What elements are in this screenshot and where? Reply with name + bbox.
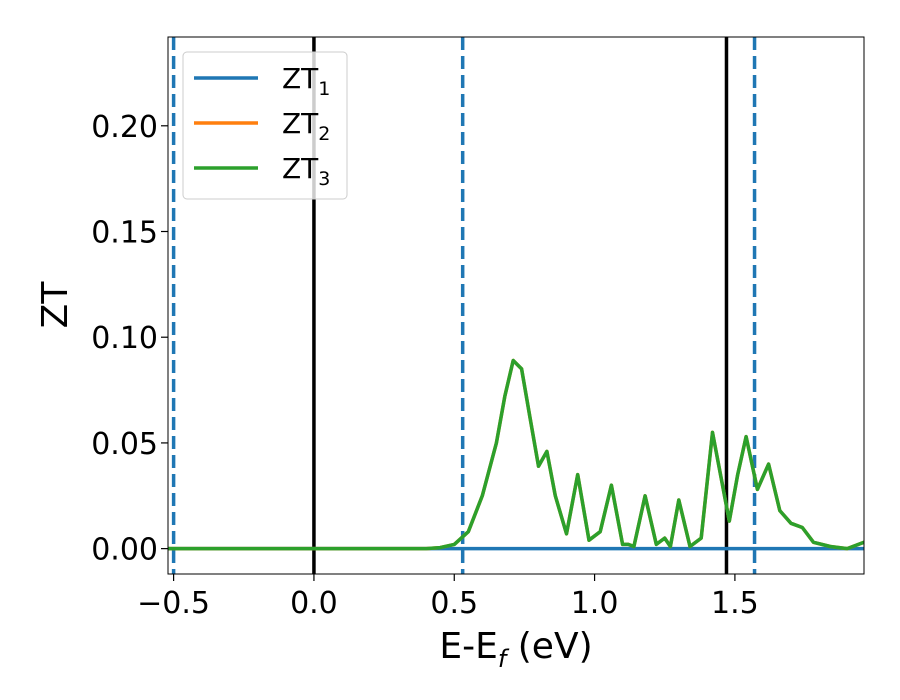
legend-box: [182, 51, 348, 200]
legend-label-3: ZT3: [282, 152, 330, 190]
legend-label-2: ZT2: [282, 107, 330, 145]
x-tick-label: 0.0: [290, 586, 338, 621]
series-line-3: [168, 358, 864, 551]
plot-frame: [167, 36, 865, 575]
y-tick-label: 0.10: [91, 321, 158, 356]
y-tick-label: 0.00: [91, 533, 158, 568]
y-axis-label: ZT: [35, 281, 76, 329]
x-tick-label: 0.5: [430, 586, 478, 621]
y-tick-label: 0.20: [91, 110, 158, 145]
legend: ZT1 ZT2 ZT3: [182, 51, 348, 200]
x-axis-label: E-Ef (eV): [439, 626, 592, 673]
x-tick-label: 1.0: [571, 586, 619, 621]
x-tick-label: 1.5: [711, 586, 759, 621]
y-tick-label: 0.05: [91, 427, 158, 462]
y-axis: 0.00 0.05 0.10 0.15 0.20: [91, 110, 168, 568]
x-axis: −0.5 0.0 0.5 1.0 1.5: [137, 574, 759, 621]
series-lines: [168, 358, 864, 551]
x-tick-label: −0.5: [137, 586, 210, 621]
legend-label-1: ZT1: [282, 62, 330, 100]
y-tick-label: 0.15: [91, 216, 158, 251]
